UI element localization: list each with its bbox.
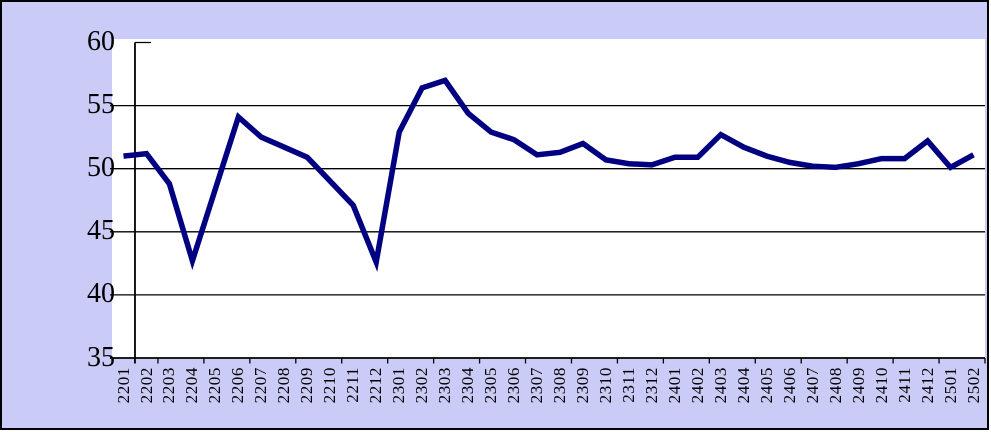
x-axis-tick-label: 2205 [205,367,225,404]
x-axis-tick-label: 2412 [917,367,937,404]
x-axis-tick-label: 2202 [136,367,156,404]
x-axis-tick-label: 2411 [894,367,914,403]
x-axis-tick-label: 2408 [825,367,845,404]
x-axis-tick-label: 2406 [779,367,799,404]
x-axis-tick-label: 2401 [664,367,684,404]
data-line [123,77,975,272]
y-axis-tick-label: 35 [87,341,115,373]
x-axis-tick-label: 2402 [687,367,707,404]
plot-area [112,39,985,358]
x-axis-tick-label: 2305 [481,367,501,404]
x-axis-tick-label: 2501 [940,367,960,404]
x-axis-tick-label: 2201 [113,367,133,404]
x-axis-tick-label: 2301 [389,367,409,404]
x-axis-tick-label: 2309 [573,367,592,404]
x-axis-tick-label: 2210 [320,367,340,404]
x-axis-tick-label: 2207 [251,367,271,404]
x-axis-tick-label: 2208 [274,367,294,404]
x-axis-tick-label: 2312 [641,367,661,404]
x-axis-tick-label: 2306 [504,367,523,404]
y-axis-tick-label: 55 [87,89,115,121]
y-axis-tick-label: 40 [87,278,115,310]
x-axis-tick-label: 2502 [963,367,983,404]
y-axis-tick-label: 60 [87,26,115,57]
x-axis-tick-label: 2212 [366,367,386,404]
x-axis-tick-label: 2308 [550,367,569,404]
x-axis-tick-label: 2211 [343,367,363,403]
y-axis-tick-label: 45 [87,215,115,247]
x-axis-tick-label: 2311 [618,367,638,403]
x-axis-tick-label: 2410 [871,367,891,404]
x-axis-tick-label: 2204 [182,367,202,404]
x-axis-tick-label: 2302 [412,367,432,404]
x-axis-tick-label: 2206 [228,367,248,404]
x-axis-tick-label: 2303 [435,367,455,404]
x-axis-tick-label: 2304 [458,367,478,404]
x-axis-tick-label: 2310 [595,367,615,404]
x-axis-tick-label: 2203 [159,367,179,404]
x-axis-tick-label: 2407 [802,367,822,404]
x-axis-tick-label: 2404 [733,367,753,404]
x-axis-tick-label: 2405 [756,367,776,404]
x-axis-tick-label: 2307 [527,367,546,404]
x-axis-tick-label: 2209 [297,367,317,404]
x-axis-tick-label: 2409 [848,367,868,404]
y-axis-tick-label: 50 [87,152,115,184]
x-axis-tick-label: 2403 [710,367,730,404]
